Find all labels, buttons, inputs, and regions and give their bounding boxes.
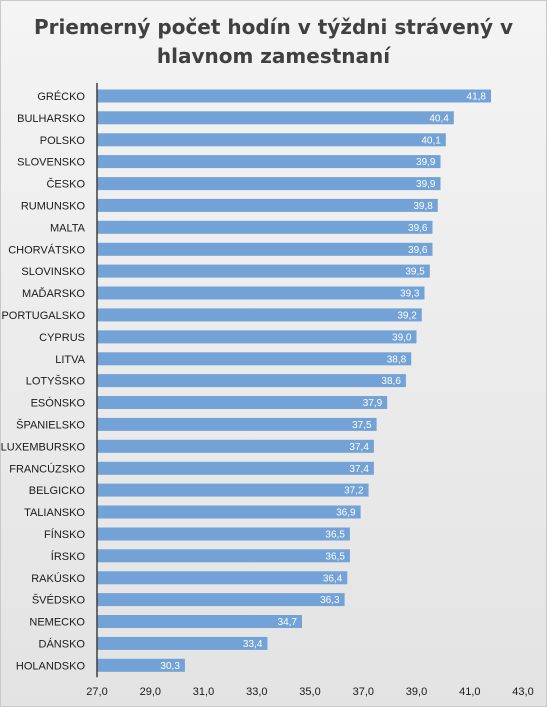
- category-label: ESÓNSKO: [31, 397, 86, 410]
- value-label: 40,4: [429, 113, 449, 124]
- value-label: 39,9: [416, 157, 436, 168]
- value-label: 36,9: [336, 508, 356, 519]
- category-label: LITVA: [55, 354, 85, 366]
- value-label: 39,8: [413, 201, 433, 212]
- bar: [97, 593, 345, 607]
- value-label: 39,5: [405, 267, 425, 278]
- bar: [97, 242, 433, 256]
- bar: [97, 308, 422, 322]
- bar: [97, 330, 417, 344]
- category-label: BELGICKO: [29, 485, 86, 497]
- value-label: 38,8: [387, 354, 407, 365]
- category-label: CYPRUS: [39, 332, 85, 344]
- category-label: ŠVÉDSKO: [32, 594, 86, 607]
- value-label: 39,6: [408, 245, 428, 256]
- x-tick-label: 37,0: [353, 686, 374, 698]
- value-label: 34,7: [278, 617, 298, 628]
- category-label: POLSKO: [40, 135, 86, 147]
- category-label: MAĎARSKO: [22, 287, 85, 300]
- value-label: 39,0: [392, 332, 412, 343]
- bar: [97, 636, 268, 650]
- bar: [97, 133, 446, 147]
- value-label: 37,2: [344, 486, 364, 497]
- value-label: 37,9: [363, 398, 383, 409]
- value-label: 39,6: [408, 223, 428, 234]
- x-tick-label: 43,0: [512, 686, 533, 698]
- value-label: 30,3: [160, 661, 180, 672]
- bar: [97, 155, 441, 169]
- value-label: 36,4: [323, 573, 343, 584]
- bar: [97, 527, 350, 541]
- value-label: 38,6: [381, 376, 401, 387]
- category-label: SLOVINSKO: [21, 266, 85, 278]
- bar: [97, 658, 185, 672]
- value-label: 41,8: [467, 92, 487, 103]
- category-label: ÍRSKO: [51, 550, 86, 563]
- category-label: CHORVÁTSKO: [8, 243, 85, 256]
- value-label: 40,1: [421, 135, 441, 146]
- bar: [97, 615, 302, 628]
- bar: [97, 483, 369, 497]
- bar: [97, 374, 406, 388]
- bar: [97, 177, 441, 191]
- x-tick-label: 35,0: [299, 686, 320, 698]
- bar: [97, 417, 377, 431]
- bar: [97, 439, 374, 453]
- value-label: 33,4: [243, 639, 263, 650]
- value-label: 37,4: [349, 442, 369, 453]
- category-label: LUXEMBURSKO: [1, 441, 85, 453]
- bar: [97, 220, 433, 234]
- category-label: MALTA: [50, 222, 86, 234]
- chart-title: Priemerný počet hodín v týždni strávený …: [33, 15, 514, 68]
- category-label: HOLANDSKO: [16, 660, 86, 672]
- category-label: PORTUGALSKO: [1, 310, 85, 322]
- value-label: 36,5: [325, 530, 345, 541]
- category-label: BULHARSKO: [17, 113, 85, 125]
- value-label: 39,2: [397, 310, 417, 321]
- x-tick-label: 29,0: [140, 686, 161, 698]
- value-label: 39,9: [416, 179, 436, 190]
- bar: [97, 571, 348, 585]
- category-label: NEMECKO: [29, 617, 85, 629]
- bar: [97, 396, 388, 409]
- bar: [97, 286, 425, 300]
- x-tick-label: 41,0: [459, 686, 480, 698]
- x-tick-label: 39,0: [406, 686, 427, 698]
- bar: [97, 549, 350, 563]
- bar: [97, 89, 491, 103]
- bar: [97, 111, 454, 125]
- category-label: RAKÚSKO: [31, 572, 85, 585]
- x-tick-label: 31,0: [193, 686, 214, 698]
- x-tick-label: 27,0: [86, 686, 107, 698]
- value-label: 36,5: [325, 551, 345, 562]
- category-label: FÍNSKO: [44, 528, 85, 541]
- category-label: RUMUNSKO: [21, 200, 86, 212]
- value-label: 37,4: [349, 464, 369, 475]
- category-label: SLOVENSKO: [17, 157, 85, 169]
- category-label: TALIANSKO: [24, 507, 85, 519]
- value-label: 37,5: [352, 420, 372, 431]
- category-label: DÁNSKO: [39, 637, 86, 650]
- value-label: 36,3: [320, 595, 340, 606]
- bar: [97, 505, 361, 519]
- category-label: ŠPANIELSKO: [16, 418, 85, 431]
- category-label: GRÉCKO: [37, 90, 85, 103]
- bar: [97, 352, 412, 366]
- category-label: FRANCÚZSKO: [9, 462, 85, 475]
- bar: [97, 264, 430, 278]
- value-label: 39,3: [400, 289, 420, 300]
- x-tick-label: 33,0: [246, 686, 267, 698]
- category-label: LOTYŠSKO: [26, 375, 86, 388]
- bar: [97, 461, 374, 475]
- category-label: ČESKO: [46, 178, 85, 191]
- bar: [97, 198, 438, 212]
